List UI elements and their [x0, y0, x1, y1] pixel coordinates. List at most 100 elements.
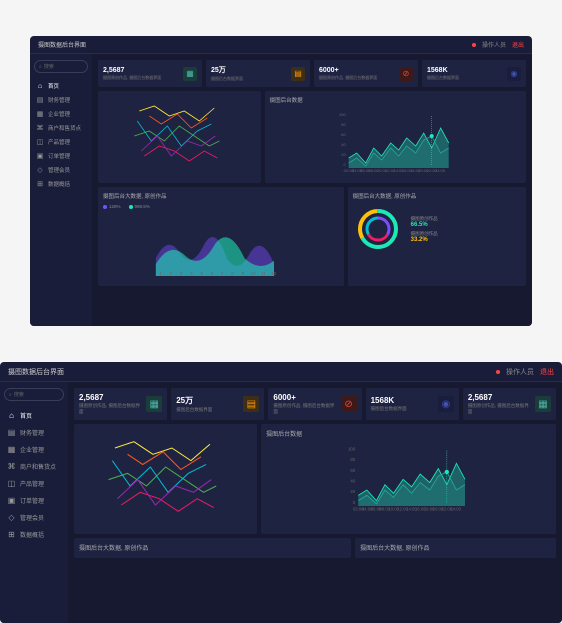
stat-value: 6000+ — [273, 393, 336, 402]
status-dot — [496, 370, 500, 374]
donut-row: 摄图原创作品66.5% 摄图原创作品33.2% — [353, 204, 521, 254]
stat-label: 摄图后台数据界面 — [427, 75, 503, 81]
svg-text:24:00: 24:00 — [451, 506, 462, 511]
app-title: 摄图数据后台界面 — [8, 367, 64, 377]
stat-label: 摄图原创作品, 摄图后台数据界面 — [468, 403, 531, 415]
user-label: 操作人员 — [482, 40, 506, 49]
stat-value: 2,5687 — [103, 67, 179, 74]
sidebar-item-6[interactable]: ◇ 管理会员 — [30, 163, 92, 177]
wave-chart: 123456789101112 — [103, 211, 339, 276]
area-chart-panel: 摄图后台数据 10080604020002:0004:0006:0008:001… — [265, 91, 526, 183]
wave-chart-panel: 摄图后台大数据, 原创作品 — [74, 538, 351, 558]
stat-icon: ▦ — [183, 67, 197, 81]
sidebar-item-4[interactable]: ◫产品管理 — [30, 135, 92, 149]
nav-icon: ▦ — [7, 445, 16, 454]
sidebar-item-7[interactable]: ⊞数据概括 — [0, 526, 68, 543]
stat-icon: ⊘ — [341, 396, 357, 412]
sidebar: ⌕ 搜索 ⌂ 首页 ▤财务管理 ▦ 企业管理 ⌘ 商户和售货点 ◫产品管理▣订单管理 ◇ 管理会员… — [30, 54, 92, 326]
search-input[interactable]: ⌕ 搜索 — [4, 388, 64, 401]
nav-icon: ⊞ — [36, 180, 44, 188]
sidebar-item-3[interactable]: ⌘ 商户和售货点 — [30, 121, 92, 135]
svg-text:1: 1 — [159, 271, 162, 276]
stat-card-3: 1568K摄图后台数据界面◉ — [422, 60, 526, 87]
stat-card-0: 2,5687摄图原创作品, 摄图后台数据界面 ▦ — [98, 60, 202, 87]
logout-link[interactable]: 退出 — [512, 40, 524, 49]
dashboard-large: 摄图数据后台界面 操作人员 退出 ⌕ 搜索 ⌂首页▤财务管理▦企业管理⌘商户和售… — [0, 362, 562, 623]
stat-label: 摄图原创作品, 摄图后台数据界面 — [273, 403, 336, 415]
nav-label: 首页 — [20, 411, 32, 420]
svg-text:11: 11 — [261, 271, 266, 276]
sidebar-item-2[interactable]: ▦ 企业管理 — [30, 107, 92, 121]
nav-list: ⌂ 首页 ▤财务管理 ▦ 企业管理 ⌘ 商户和售货点 ◫产品管理▣订单管理 ◇ 管理会员 ⊞数据概括 — [30, 79, 92, 191]
search-icon: ⌕ — [39, 64, 42, 70]
map-panel — [98, 91, 261, 183]
sidebar-item-5[interactable]: ▣订单管理 — [0, 492, 68, 509]
sidebar-item-4[interactable]: ◫产品管理 — [0, 475, 68, 492]
sidebar-item-1[interactable]: ▤财务管理 — [0, 424, 68, 441]
stat-value: 6000+ — [319, 67, 395, 74]
stat-label: 摄图后台数据界面 — [176, 407, 239, 413]
stat-label: 摄图原创作品, 摄图后台数据界面 — [103, 75, 179, 81]
stat-icon: ◉ — [438, 396, 454, 412]
stat-card-0: 2,5687摄图原创作品, 摄图后台数据界面▦ — [74, 388, 167, 420]
donut-title: 摄图后台大数据, 原创作品 — [360, 543, 551, 552]
sidebar-item-5[interactable]: ▣订单管理 — [30, 149, 92, 163]
nav-label: 商户和售货点 — [48, 124, 81, 132]
logout-link[interactable]: 退出 — [540, 367, 554, 377]
area-chart-title: 摄图后台数据 — [270, 96, 521, 104]
app-title: 摄图数据后台界面 — [38, 40, 86, 49]
svg-text:12: 12 — [271, 271, 277, 276]
donut-panel: 摄图后台大数据, 原创作品 — [355, 538, 556, 558]
network-map — [79, 429, 252, 524]
sidebar-item-1[interactable]: ▤财务管理 — [30, 93, 92, 107]
svg-text:9: 9 — [242, 271, 245, 276]
donut-title: 摄图后台大数据, 原创作品 — [353, 192, 521, 200]
svg-text:100: 100 — [348, 447, 356, 452]
stat-card-3: 1568K摄图后台数据界面◉ — [366, 388, 459, 420]
nav-icon: ◇ — [36, 166, 44, 174]
sidebar-item-0[interactable]: ⌂ 首页 — [30, 79, 92, 93]
donut-labels: 摄图原创作品66.5% 摄图原创作品33.2% — [411, 216, 438, 243]
stat-icon: ⊘ — [399, 67, 413, 81]
nav-label: 商户和售货点 — [20, 462, 56, 471]
svg-text:3: 3 — [180, 271, 183, 276]
search-icon: ⌕ — [9, 392, 12, 398]
nav-label: 首页 — [48, 82, 59, 90]
row-charts-2: 摄图后台大数据, 原创作品 128%998.5% 123456789101112… — [98, 187, 526, 286]
sidebar-item-6[interactable]: ◇ 管理会员 — [0, 509, 68, 526]
nav-label: 管理会员 — [20, 513, 44, 522]
sidebar-item-7[interactable]: ⊞数据概括 — [30, 177, 92, 191]
nav-label: 企业管理 — [48, 110, 70, 118]
nav-icon: ⌘ — [36, 124, 44, 132]
nav-icon: ◇ — [7, 513, 16, 522]
svg-text:100: 100 — [339, 112, 346, 117]
main-content: 2,5687摄图原创作品, 摄图后台数据界面▦25万摄图后台数据界面▤ 6000+… — [68, 382, 562, 623]
nav-label: 财务管理 — [48, 96, 70, 104]
svg-text:24:00: 24:00 — [435, 168, 446, 173]
donut-segment-label: 摄图原创作品33.2% — [411, 231, 438, 243]
wave-chart-panel: 摄图后台大数据, 原创作品 128%998.5% 123456789101112 — [98, 187, 344, 286]
svg-text:4: 4 — [190, 271, 193, 276]
nav-label: 管理会员 — [48, 166, 70, 174]
sidebar-item-2[interactable]: ▦企业管理 — [0, 441, 68, 458]
stat-value: 1568K — [427, 67, 503, 74]
stat-value: 2,5687 — [468, 393, 531, 402]
svg-text:6: 6 — [211, 271, 214, 276]
stat-label: 摄图原创作品, 摄图后台数据界面 — [319, 75, 395, 81]
stat-value: 1568K — [371, 396, 434, 405]
nav-icon: ▦ — [36, 110, 44, 118]
donut-segment-label: 摄图原创作品66.5% — [411, 216, 438, 228]
search-input[interactable]: ⌕ 搜索 — [34, 60, 88, 73]
nav-icon: ▤ — [7, 428, 16, 437]
svg-text:20: 20 — [341, 152, 346, 157]
svg-text:40: 40 — [341, 142, 346, 147]
nav-icon: ◫ — [36, 138, 44, 146]
dashboard-small: 摄图数据后台界面 操作人员 退出 ⌕ 搜索 ⌂ 首页 ▤财务管理 ▦ 企业管理 ⌘ 商户和售… — [30, 36, 532, 326]
stat-label: 摄图后台数据界面 — [211, 76, 287, 82]
stats-row: 2,5687摄图原创作品, 摄图后台数据界面▦25万摄图后台数据界面▤ 6000+… — [74, 388, 556, 420]
sidebar-item-3[interactable]: ⌘商户和售货点 — [0, 458, 68, 475]
nav-icon: ⌂ — [36, 82, 44, 90]
sidebar-item-0[interactable]: ⌂首页 — [0, 407, 68, 424]
stat-card-1: 25万摄图后台数据界面▤ — [171, 388, 264, 420]
nav-icon: ▣ — [36, 152, 44, 160]
